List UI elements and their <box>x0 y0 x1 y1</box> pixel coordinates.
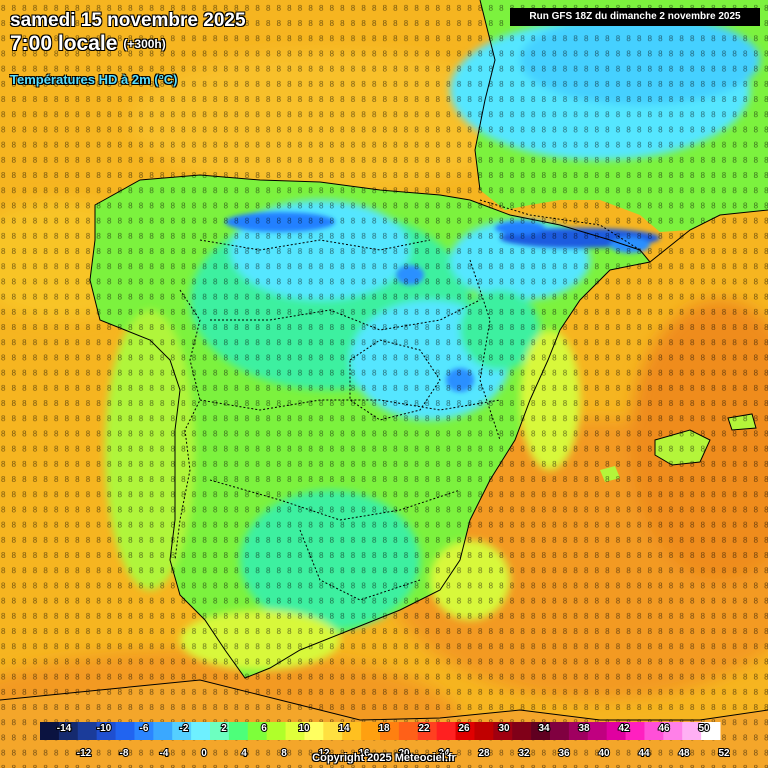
region-border-7 <box>469 259 501 441</box>
legend-upper-tick: 10 <box>298 723 310 734</box>
legend-swatch <box>210 722 230 740</box>
legend-lower-tick: 0 <box>201 748 207 759</box>
forecast-lead-time: (+300h) <box>123 37 166 52</box>
legend-upper-tick: 6 <box>261 723 267 734</box>
legend-swatch <box>398 722 419 740</box>
legend-upper-tick: 46 <box>658 723 670 734</box>
legend-lower-tick: 44 <box>638 748 650 759</box>
legend-upper-tick: 2 <box>221 723 227 734</box>
legend-lower-tick: 48 <box>678 748 690 759</box>
legend-lower-tick: 32 <box>518 748 530 759</box>
legend-lower-tick: 40 <box>598 748 610 759</box>
copyright: Copyright 2025 Meteociel.fr <box>312 752 456 764</box>
variable-title: Températures HD à 2m (°C) <box>10 72 178 87</box>
legend-swatch <box>587 722 608 740</box>
legend-swatch <box>342 722 362 740</box>
legend-upper-tick: 14 <box>338 723 350 734</box>
legend-lower-tick: 36 <box>558 748 570 759</box>
legend-lower-tick: 4 <box>241 748 247 759</box>
region-border-5 <box>349 339 441 421</box>
legend-swatch <box>134 722 154 740</box>
legend-swatch <box>58 722 79 740</box>
legend-swatch <box>153 722 173 740</box>
legend-upper-tick: -14 <box>57 723 72 734</box>
legend-swatches <box>40 722 721 740</box>
coastline-africa <box>0 679 768 721</box>
legend-swatch <box>96 722 117 740</box>
legend-upper-tick: 18 <box>378 723 390 734</box>
legend-swatch <box>493 722 513 740</box>
legend-lower-tick: 16 <box>358 748 370 759</box>
temperature-legend: -14 -10 -6 -2 2 6 10 14 18 22 26 30 34 38 42 46 50 -12 -8… <box>40 722 730 760</box>
region-border-6 <box>299 529 421 601</box>
legend-swatch <box>474 722 494 740</box>
region-border-3 <box>199 399 501 411</box>
legend-swatch <box>568 722 589 740</box>
legend-swatch <box>361 722 381 740</box>
legend-lower-ticks: -12 -8 -4 0 4 8 12 16 20 24 28 32 36 40 44 48 52 <box>76 747 730 760</box>
legend-swatch <box>682 722 702 740</box>
legend-lower-tick: 28 <box>478 748 490 759</box>
legend-swatch <box>663 722 683 740</box>
legend-upper-tick: 50 <box>698 723 710 734</box>
legend-lower-tick: -12 <box>77 748 92 759</box>
legend-upper-tick: -6 <box>140 723 149 734</box>
region-border-2 <box>210 299 481 331</box>
coastline-france-south <box>649 209 768 263</box>
legend-swatch <box>644 722 664 740</box>
legend-upper-tick: 38 <box>578 723 590 734</box>
legend-swatch <box>266 722 287 740</box>
legend-lower-tick: 12 <box>318 748 330 759</box>
legend-upper-tick: 22 <box>418 723 430 734</box>
legend-swatch <box>323 722 343 740</box>
legend-swatch <box>228 722 249 740</box>
legend-swatch <box>512 722 532 740</box>
legend-swatch <box>625 722 645 740</box>
legend-upper-tick: 42 <box>618 723 630 734</box>
legend-swatch <box>701 722 721 740</box>
legend-upper-tick: -10 <box>97 723 112 734</box>
region-border-1 <box>199 239 431 251</box>
legend-lower-tick: 20 <box>398 748 410 759</box>
legend-swatch <box>455 722 475 740</box>
legend-swatch <box>436 722 457 740</box>
legend-lower-tick: 24 <box>438 748 450 759</box>
legend-swatch <box>304 722 324 740</box>
legend-lower-tick: -8 <box>120 748 129 759</box>
legend-upper-tick: 34 <box>538 723 550 734</box>
legend-lower-tick: 8 <box>281 748 287 759</box>
legend-swatch <box>380 722 400 740</box>
legend-swatch <box>606 722 627 740</box>
legend-swatch <box>115 722 135 740</box>
legend-swatch <box>40 722 60 740</box>
region-borders <box>174 199 641 601</box>
legend-lower-tick: -4 <box>160 748 169 759</box>
coastlines <box>0 0 768 721</box>
legend-upper-tick: -2 <box>180 723 189 734</box>
coastline-mallorca <box>654 429 711 466</box>
legend-swatch <box>247 722 268 740</box>
legend-swatch <box>417 722 438 740</box>
legend-swatch <box>77 722 98 740</box>
region-border-4 <box>209 479 461 521</box>
legend-swatch <box>285 722 305 740</box>
legend-upper-tick: 26 <box>458 723 470 734</box>
legend-upper-tick: 30 <box>498 723 510 734</box>
coastline-menorca <box>727 413 757 431</box>
coastline-iberia <box>89 174 651 679</box>
legend-swatch <box>550 722 570 740</box>
legend-swatch <box>531 722 551 740</box>
forecast-time-label: 7:00 locale <box>10 32 118 55</box>
coastline-france <box>474 0 496 191</box>
legend-swatch <box>191 722 211 740</box>
legend-upper-ticks: -14 -10 -6 -2 2 6 10 14 18 22 26 30 34 38 42 46 50 <box>56 722 711 735</box>
forecast-date: samedi 15 novembre 2025 <box>10 10 246 31</box>
forecast-time: 7:00 locale (+300h) <box>10 32 166 56</box>
legend-swatch <box>172 722 192 740</box>
run-info-box: Run GFS 18Z du dimanche 2 novembre 2025 <box>510 8 760 26</box>
legend-lower-tick: 52 <box>718 748 730 759</box>
